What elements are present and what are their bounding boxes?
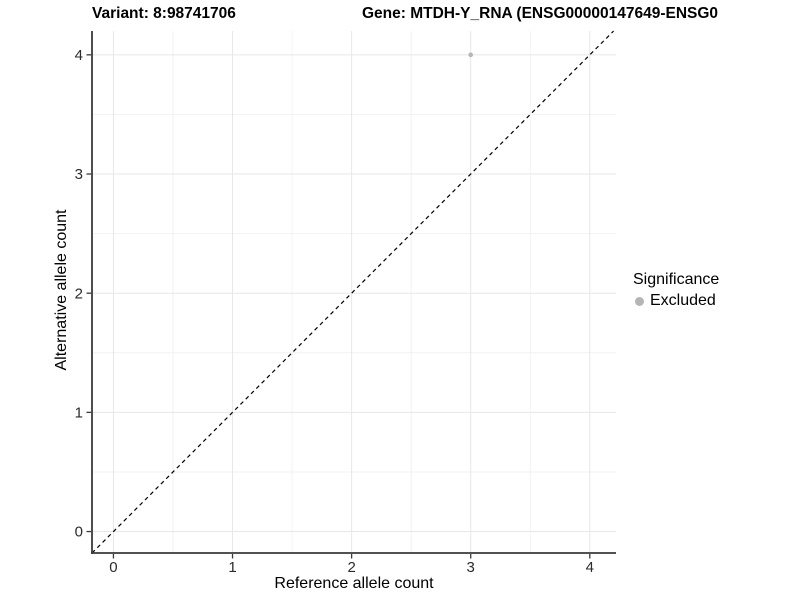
y-tick-label: 3 [75, 166, 83, 183]
y-tick-label: 4 [75, 47, 83, 64]
x-tick-label: 4 [586, 559, 594, 576]
x-tick-label: 1 [228, 559, 236, 576]
plot-title-variant: Variant: 8:98741706 [92, 5, 236, 22]
x-tick-label: 2 [347, 559, 355, 576]
data-point [468, 52, 474, 58]
legend: Significance Excluded [633, 271, 719, 310]
legend-item-label: Excluded [650, 292, 716, 309]
legend-item-excluded: Excluded [633, 292, 719, 310]
x-axis-title: Reference allele count [274, 575, 434, 592]
x-tick-label: 3 [467, 559, 475, 576]
x-tick-label: 0 [109, 559, 117, 576]
plot-title-gene: Gene: MTDH-Y_RNA (ENSG00000147649-ENSG0 [362, 5, 719, 22]
y-tick-label: 2 [75, 285, 83, 302]
legend-title: Significance [633, 271, 720, 288]
identity-reference-line [91, 30, 615, 554]
y-tick-label: 0 [75, 524, 83, 541]
legend-point-icon [635, 296, 644, 306]
y-tick-label: 1 [75, 405, 83, 422]
